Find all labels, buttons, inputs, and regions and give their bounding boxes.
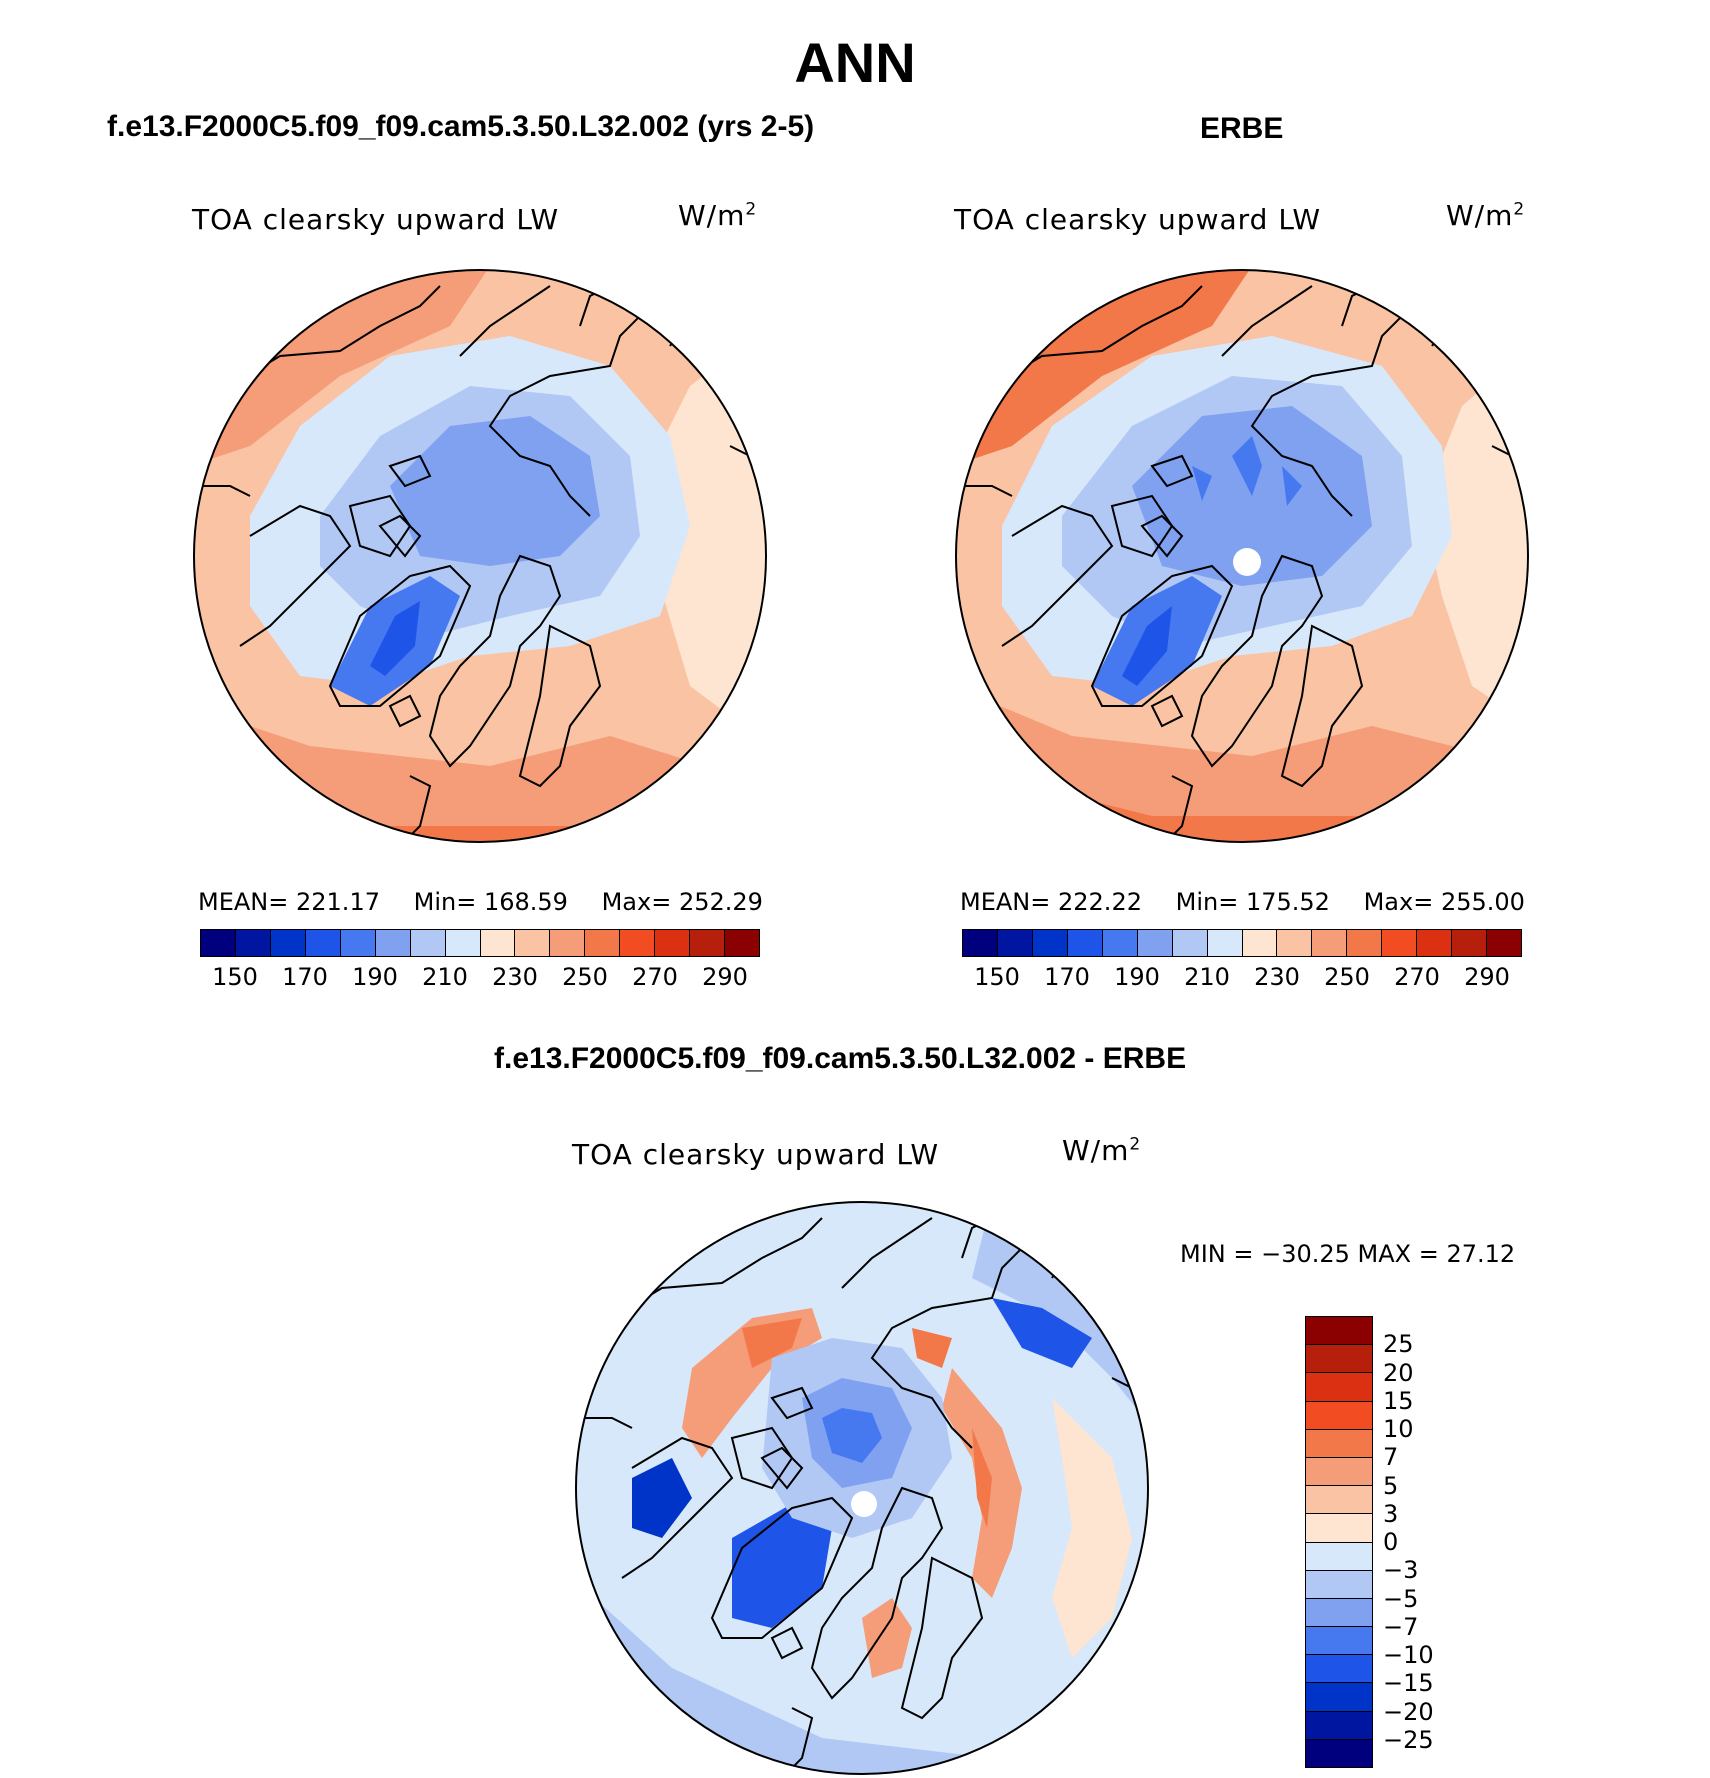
colorbar-swatch: [1137, 930, 1173, 956]
colorbar-tick-label: −3: [1383, 1556, 1419, 1585]
panel-diff-title: f.e13.F2000C5.f09_f09.cam5.3.50.L32.002 …: [494, 1042, 1187, 1075]
colorbar-tick-label: 10: [1383, 1415, 1414, 1443]
colorbar-swatch: [1242, 930, 1278, 956]
colorbar-tick-label: −20: [1383, 1697, 1434, 1726]
colorbar-tick-label: −25: [1383, 1725, 1434, 1754]
colorbar-swatch: [1306, 1627, 1372, 1656]
colorbar-swatch: [655, 930, 691, 956]
colorbar-swatch: [1306, 1457, 1372, 1487]
colorbar-tick-label: 230: [492, 963, 538, 991]
colorbar-swatch: [1306, 1598, 1372, 1628]
colorbar-swatch: [1417, 930, 1453, 956]
colorbar-swatch: [1312, 930, 1348, 956]
colorbar-tick-label: 170: [282, 963, 328, 991]
colorbar-swatch: [1306, 1429, 1372, 1458]
colorbar-swatch: [201, 930, 236, 956]
panel-obs-map: [955, 269, 1529, 843]
colorbar-swatch: [1306, 1401, 1372, 1430]
panel-obs-colorbar: [962, 929, 1522, 957]
colorbar-tick-label: −15: [1383, 1669, 1434, 1698]
colorbar-swatch: [1306, 1570, 1372, 1599]
colorbar-swatch: [725, 930, 759, 956]
figure-title: ANN: [794, 31, 916, 94]
panel-obs-stats: MEAN= 222.22 Min= 175.52 Max= 255.00: [960, 888, 1525, 916]
colorbar-swatch: [585, 930, 621, 956]
colorbar-swatch: [375, 930, 411, 956]
colorbar-tick-label: 150: [974, 963, 1020, 991]
colorbar-swatch: [410, 930, 446, 956]
panel-model-colorbar: [200, 929, 760, 957]
colorbar-swatch: [1102, 930, 1138, 956]
panel-obs-title: ERBE: [1200, 112, 1284, 145]
colorbar-swatch: [480, 930, 516, 956]
colorbar-swatch: [1487, 930, 1521, 956]
panel-diff-variable-label: TOA clearsky upward LW: [572, 1138, 940, 1171]
colorbar-tick-label: 190: [352, 963, 398, 991]
colorbar-tick-label: 250: [1324, 963, 1370, 991]
colorbar-swatch: [1067, 930, 1103, 956]
colorbar-swatch: [1452, 930, 1488, 956]
colorbar-swatch: [1382, 930, 1418, 956]
colorbar-swatch: [235, 930, 271, 956]
colorbar-swatch: [1306, 1345, 1372, 1374]
colorbar-tick-label: 190: [1114, 963, 1160, 991]
colorbar-swatch: [305, 930, 341, 956]
panel-model-stats: MEAN= 221.17 Min= 168.59 Max= 252.29: [198, 888, 763, 916]
panel-diff-units: W/m2: [1062, 1134, 1142, 1167]
panel-model-units: W/m2: [678, 199, 758, 232]
colorbar-swatch: [515, 930, 551, 956]
panel-model-map: [193, 269, 767, 843]
colorbar-tick-label: 270: [1394, 963, 1440, 991]
colorbar-tick-label: 210: [1184, 963, 1230, 991]
colorbar-tick-label: 150: [212, 963, 258, 991]
panel-obs-variable-label: TOA clearsky upward LW: [954, 203, 1322, 236]
colorbar-swatch: [1032, 930, 1068, 956]
colorbar-tick-label: 270: [632, 963, 678, 991]
colorbar-tick-label: 25: [1383, 1330, 1414, 1359]
colorbar-tick-label: 0: [1383, 1528, 1399, 1556]
colorbar-tick-label: 20: [1383, 1358, 1414, 1387]
colorbar-swatch: [340, 930, 376, 956]
colorbar-tick-label: 15: [1383, 1386, 1414, 1415]
panel-diff-stats: MIN = −30.25 MAX = 27.12: [1180, 1240, 1516, 1268]
colorbar-tick-label: 3: [1383, 1499, 1399, 1528]
colorbar-swatch: [445, 930, 481, 956]
colorbar-swatch: [1306, 1514, 1372, 1543]
colorbar-swatch: [550, 930, 586, 956]
colorbar-swatch: [690, 930, 726, 956]
colorbar-tick-label: 250: [562, 963, 608, 991]
colorbar-swatch: [1306, 1739, 1372, 1767]
colorbar-swatch: [1277, 930, 1313, 956]
colorbar-tick-label: 5: [1383, 1471, 1399, 1500]
panel-model-variable-label: TOA clearsky upward LW: [192, 203, 560, 236]
panel-diff-colorbar: [1305, 1316, 1373, 1768]
colorbar-swatch: [997, 930, 1033, 956]
colorbar-swatch: [1306, 1373, 1372, 1402]
colorbar-swatch: [620, 930, 656, 956]
colorbar-tick-label: 7: [1383, 1443, 1399, 1472]
colorbar-tick-label: 230: [1254, 963, 1300, 991]
colorbar-swatch: [1306, 1711, 1372, 1740]
colorbar-tick-label: −10: [1383, 1641, 1434, 1669]
panel-obs-units: W/m2: [1446, 199, 1526, 232]
colorbar-swatch: [1347, 930, 1383, 956]
colorbar-swatch: [1172, 930, 1208, 956]
colorbar-swatch: [963, 930, 998, 956]
colorbar-tick-label: −5: [1383, 1584, 1419, 1613]
colorbar-swatch: [1306, 1683, 1372, 1712]
colorbar-swatch: [1306, 1486, 1372, 1515]
colorbar-swatch: [1306, 1317, 1372, 1346]
colorbar-swatch: [1306, 1542, 1372, 1571]
colorbar-tick-label: 170: [1044, 963, 1090, 991]
panel-model-title: f.e13.F2000C5.f09_f09.cam5.3.50.L32.002 …: [107, 110, 815, 143]
colorbar-tick-label: 210: [422, 963, 468, 991]
colorbar-tick-label: 290: [1464, 963, 1510, 991]
colorbar-tick-label: −7: [1383, 1612, 1419, 1641]
colorbar-swatch: [270, 930, 306, 956]
panel-diff-map: [575, 1201, 1149, 1775]
colorbar-tick-label: 290: [702, 963, 748, 991]
colorbar-swatch: [1207, 930, 1243, 956]
colorbar-swatch: [1306, 1655, 1372, 1684]
